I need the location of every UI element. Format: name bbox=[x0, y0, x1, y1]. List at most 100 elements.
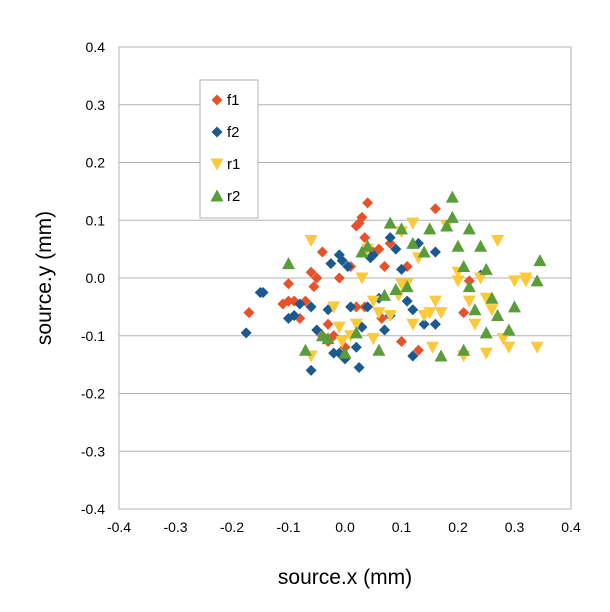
point-r2 bbox=[338, 346, 352, 359]
point-r2 bbox=[485, 291, 499, 304]
point-r1 bbox=[406, 217, 420, 230]
point-r2 bbox=[530, 274, 544, 287]
point-f2 bbox=[342, 260, 354, 272]
legend-item-f1: f1 bbox=[211, 92, 240, 109]
point-r1 bbox=[304, 234, 318, 247]
x-tick-label: 0.0 bbox=[335, 519, 355, 535]
point-f1 bbox=[429, 203, 441, 215]
point-f1 bbox=[356, 211, 368, 223]
point-f1 bbox=[379, 260, 391, 272]
point-r1 bbox=[474, 272, 488, 285]
point-f1 bbox=[359, 232, 371, 244]
legend-item-f2: f2 bbox=[211, 124, 240, 141]
point-f2 bbox=[418, 318, 430, 330]
point-r2 bbox=[474, 239, 488, 252]
point-f2 bbox=[240, 327, 252, 339]
point-r2 bbox=[533, 254, 547, 267]
point-r1 bbox=[519, 272, 533, 285]
point-f2 bbox=[379, 324, 391, 336]
y-tick-label: 0.4 bbox=[86, 39, 106, 55]
point-f2 bbox=[384, 232, 396, 244]
point-f1 bbox=[458, 307, 470, 319]
point-f2 bbox=[336, 255, 348, 267]
point-f1 bbox=[283, 278, 294, 290]
y-tick-labels: 0.4 0.3 0.2 0.1 0.0 -0.1 -0.2 -0.3 -0.4 bbox=[81, 39, 105, 517]
point-f2 bbox=[353, 362, 365, 374]
legend-marker-f1 bbox=[211, 94, 223, 106]
point-f1 bbox=[322, 318, 334, 330]
point-f2 bbox=[407, 304, 419, 316]
point-f2 bbox=[257, 286, 269, 298]
x-tick-label: 0.4 bbox=[561, 519, 581, 535]
x-tick-label: -0.1 bbox=[276, 519, 300, 535]
point-r2 bbox=[479, 326, 493, 339]
legend-marker-r1 bbox=[210, 158, 224, 171]
point-r2 bbox=[282, 257, 295, 270]
point-r2 bbox=[457, 343, 471, 356]
point-f1 bbox=[333, 272, 345, 284]
point-r2 bbox=[406, 236, 420, 249]
point-f1 bbox=[412, 344, 424, 356]
y-tick-label: 0.2 bbox=[86, 155, 106, 171]
point-f1 bbox=[373, 243, 385, 255]
point-r1 bbox=[502, 341, 516, 354]
point-r1 bbox=[383, 310, 397, 323]
point-r2 bbox=[491, 309, 505, 322]
point-r2 bbox=[468, 303, 482, 316]
legend-label-r2: r2 bbox=[227, 188, 240, 205]
x-tick-label: 0.3 bbox=[505, 519, 525, 535]
plot-frame bbox=[118, 46, 572, 510]
point-r2 bbox=[298, 343, 312, 356]
point-f1 bbox=[350, 301, 362, 313]
legend-label-r1: r1 bbox=[227, 156, 240, 173]
point-r1 bbox=[451, 275, 465, 288]
point-r1 bbox=[468, 318, 482, 331]
point-f1 bbox=[305, 266, 317, 278]
point-f1 bbox=[243, 307, 255, 319]
point-r1 bbox=[530, 341, 544, 354]
point-f1 bbox=[384, 237, 396, 249]
point-r2 bbox=[479, 262, 493, 275]
point-r1 bbox=[428, 295, 442, 308]
point-f2 bbox=[305, 301, 317, 313]
point-r1 bbox=[508, 275, 521, 288]
point-r1 bbox=[406, 318, 420, 331]
point-r1 bbox=[423, 307, 437, 320]
point-r1 bbox=[426, 341, 440, 354]
point-r1 bbox=[462, 295, 476, 308]
y-tick-label: -0.1 bbox=[81, 328, 105, 344]
legend-items: f1 f2 r1 r2 bbox=[210, 92, 240, 205]
y-tick-label: -0.4 bbox=[81, 501, 105, 517]
point-r2 bbox=[440, 219, 454, 232]
legend: f1 f2 r1 r2 bbox=[199, 79, 259, 219]
point-r2 bbox=[434, 349, 448, 362]
point-f2 bbox=[325, 258, 337, 270]
point-r1 bbox=[485, 304, 499, 317]
point-f1 bbox=[308, 281, 320, 293]
x-tick-labels: -0.4 -0.3 -0.2 -0.1 0.0 0.1 0.2 0.3 0.4 bbox=[107, 519, 581, 535]
point-r2 bbox=[378, 288, 392, 301]
point-f2 bbox=[350, 341, 362, 353]
y-axis-title: source.y (mm) bbox=[33, 211, 56, 345]
data-points bbox=[240, 190, 547, 376]
y-tick-label: -0.3 bbox=[81, 443, 105, 459]
point-r1 bbox=[366, 295, 380, 308]
point-r1 bbox=[491, 234, 505, 247]
point-r2 bbox=[349, 326, 363, 339]
point-r2 bbox=[389, 283, 403, 296]
x-tick-label: 0.2 bbox=[448, 519, 468, 535]
x-axis-title: source.x (mm) bbox=[278, 566, 412, 589]
series-f2 bbox=[240, 232, 487, 376]
point-f2 bbox=[311, 324, 323, 336]
point-r1 bbox=[496, 333, 510, 346]
point-r2 bbox=[321, 332, 335, 345]
point-f1 bbox=[283, 295, 294, 307]
point-f2 bbox=[305, 364, 317, 376]
legend-item-r1: r1 bbox=[210, 156, 240, 173]
legend-label-f1: f1 bbox=[227, 92, 240, 109]
point-f2 bbox=[345, 301, 357, 313]
point-r1 bbox=[349, 318, 363, 331]
point-f1 bbox=[311, 272, 323, 284]
point-r1 bbox=[366, 333, 380, 346]
